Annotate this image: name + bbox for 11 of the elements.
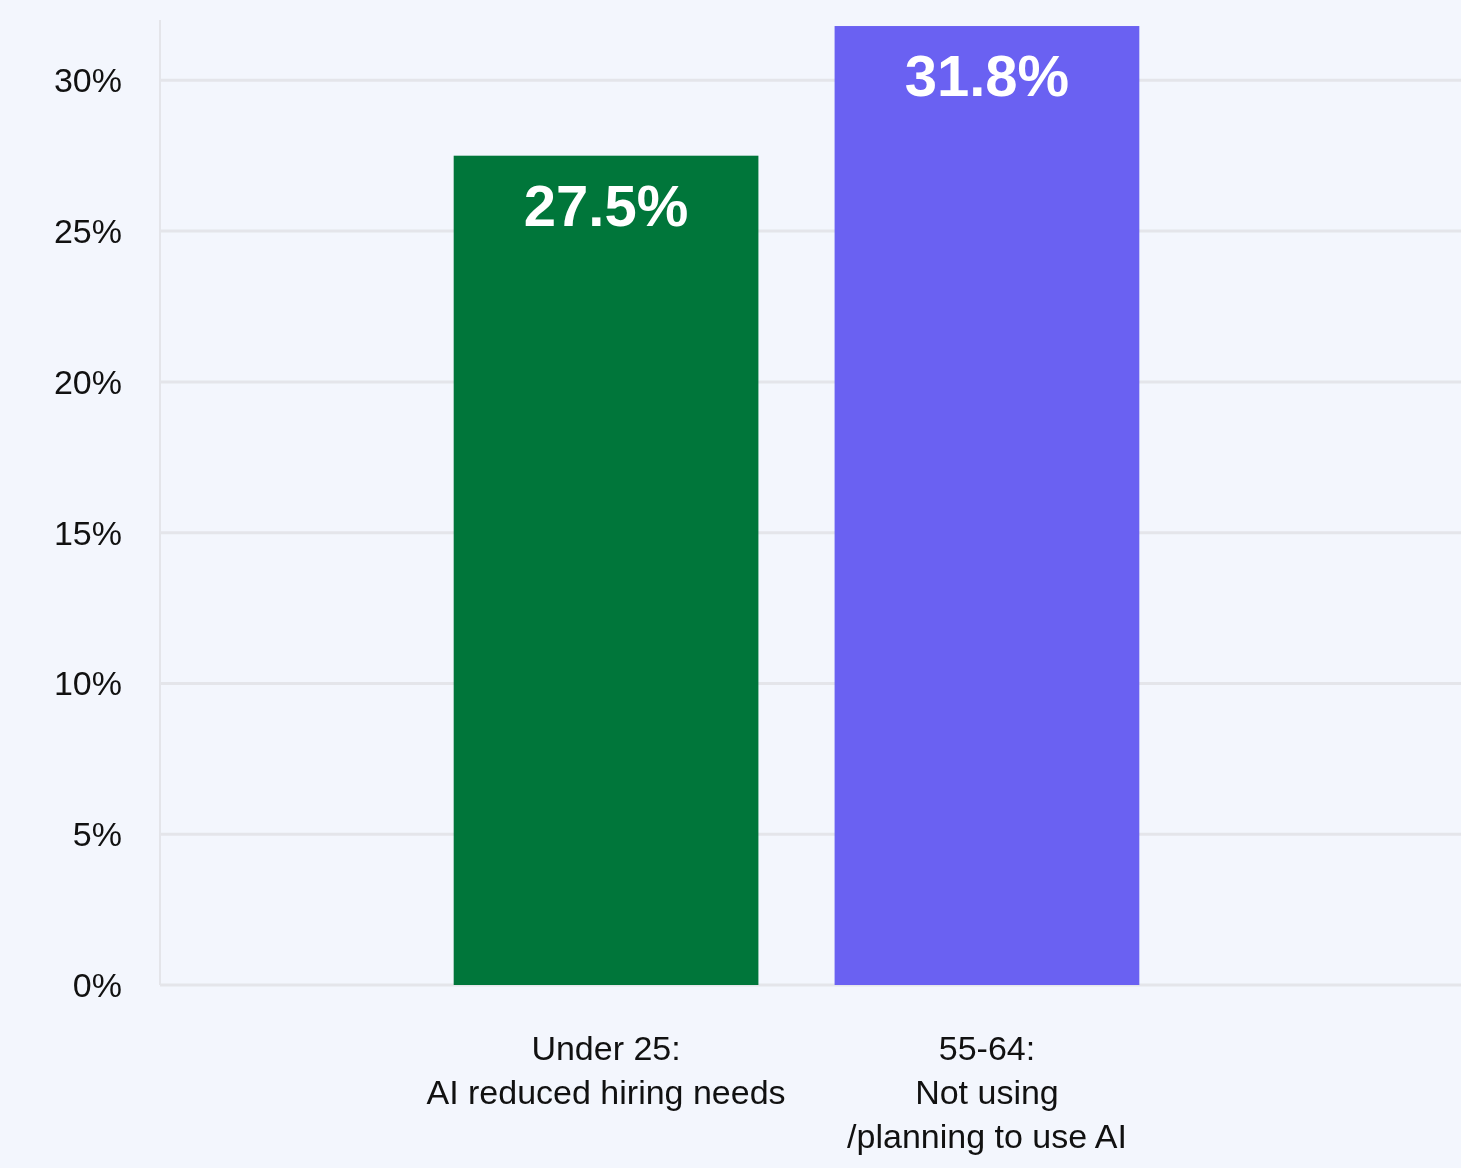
y-tick-label: 30% (53, 61, 122, 100)
y-tick-label: 0% (72, 965, 122, 1004)
data-label: 27.5% (523, 172, 689, 238)
x-tick-label: Under 25: AI reduced hiring needs (426, 1029, 786, 1111)
y-tick-label: 15% (53, 513, 122, 552)
y-tick-label: 5% (72, 815, 122, 854)
y-tick-label: 20% (53, 362, 122, 401)
y-tick-label: 10% (53, 664, 122, 703)
y-tick-label: 25% (53, 211, 122, 250)
x-tick-label: 55-64: Not using /planning to use AI (847, 1029, 1127, 1155)
data-label: 31.8% (904, 43, 1070, 109)
